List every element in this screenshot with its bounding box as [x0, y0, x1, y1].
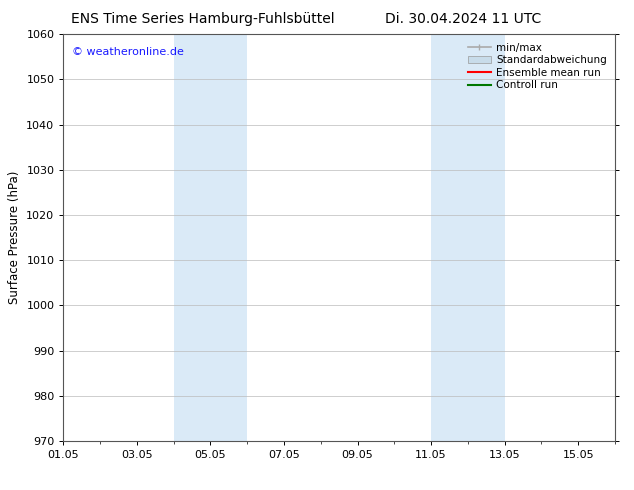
Y-axis label: Surface Pressure (hPa): Surface Pressure (hPa)	[8, 171, 21, 304]
Text: © weatheronline.de: © weatheronline.de	[72, 47, 184, 56]
Legend: min/max, Standardabweichung, Ensemble mean run, Controll run: min/max, Standardabweichung, Ensemble me…	[465, 40, 610, 94]
Bar	[431, 34, 505, 441]
Text: Di. 30.04.2024 11 UTC: Di. 30.04.2024 11 UTC	[385, 12, 541, 26]
Text: ENS Time Series Hamburg-Fuhlsbüttel: ENS Time Series Hamburg-Fuhlsbüttel	[71, 12, 335, 26]
Bar	[174, 34, 247, 441]
